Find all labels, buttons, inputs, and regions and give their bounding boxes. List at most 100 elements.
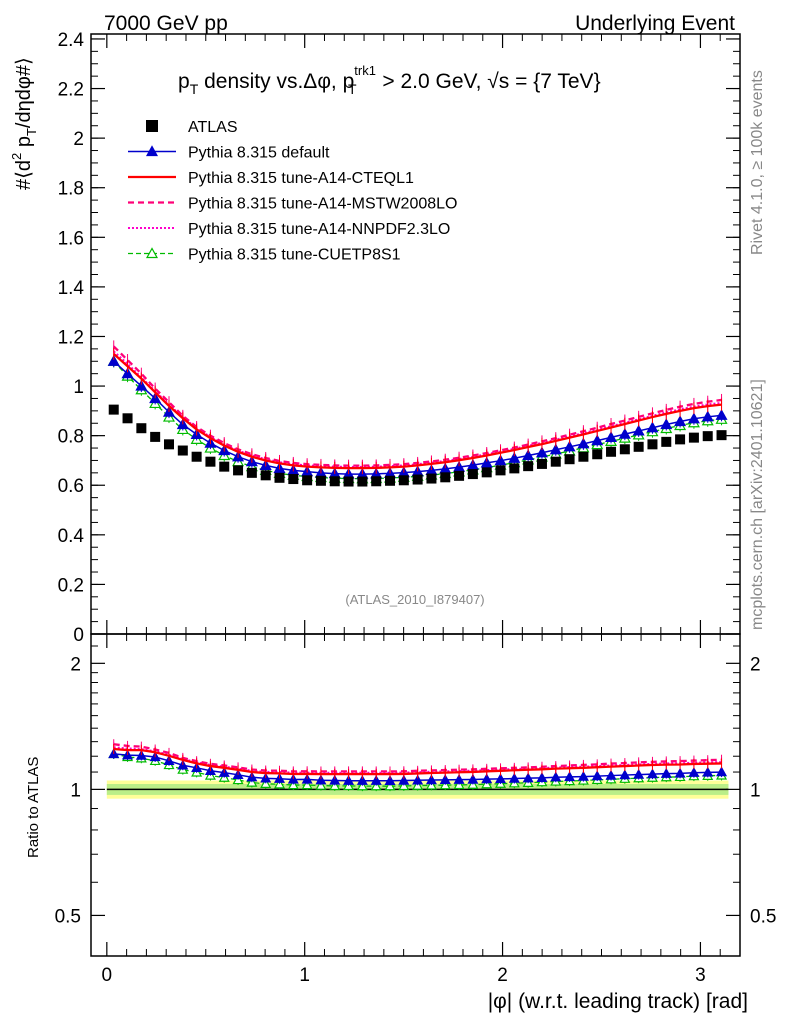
main-panel: 0 0.2 0.4 0.6 0.8 1 1.2 1.4 1.6 1.8 2 2.2 2.4 [58,30,741,956]
marker-atlas [315,475,326,486]
marker-atlas [619,444,630,455]
marker-default [618,427,631,439]
legend-label-cteql1: Pythia 8.315 tune-A14-CTEQL1 [188,170,414,187]
marker-atlas [163,439,174,450]
ratio-y-tick-label: 2 [70,654,81,675]
y-tick-label: 1.2 [58,327,84,348]
marker-default [591,434,604,446]
x-tick-label: 0 [102,965,113,986]
marker-atlas [412,474,423,485]
marker-atlas [177,445,188,456]
ratio-line-mstw [113,743,722,773]
marker-atlas [564,454,575,465]
rivet-version-label: Rivet 4.1.0, ≥ 100k events [749,70,766,255]
ratio-marker-default [522,772,534,783]
ratio-marker-cuetp8s1 [301,779,313,790]
ratio-marker-default [329,774,341,785]
marker-atlas [136,423,147,434]
series-atlas [108,404,727,487]
marker-atlas [647,439,658,450]
ratio-marker-default [495,773,507,784]
marker-atlas [274,472,285,483]
marker-atlas [219,461,230,472]
legend-marker-atlas [146,120,158,132]
x-tick-label: 3 [695,965,706,986]
marker-atlas [108,404,119,415]
y-tick-label: 0.4 [58,526,85,547]
y-tick-label: 0.2 [58,575,84,596]
marker-atlas [481,467,492,478]
marker-default [701,410,714,422]
marker-default [107,355,120,366]
marker-atlas [675,434,686,445]
ratio-marker-default [619,769,631,780]
ratio-marker-default [660,767,672,778]
ratio-marker-default [688,766,700,777]
ratio-y-axis-label: Ratio to ATLAS [25,757,42,858]
ratio-marker-default [536,772,548,783]
marker-default [674,415,687,427]
ratio-marker-default [453,773,465,784]
legend-label-nnpdf: Pythia 8.315 tune-A14-NNPDF2.3LO [188,221,450,238]
ratio-panel: 0.5 0.5 1 1 2 2 0 1 2 3 [55,34,776,986]
ratio-marker-default [384,775,396,785]
marker-atlas [633,441,644,452]
marker-atlas [592,449,603,460]
ratio-marker-default [550,771,562,782]
ratio-y-tick-label-right: 0.5 [750,906,776,927]
ratio-marker-default [577,770,589,781]
marker-default [480,456,493,468]
marker-atlas [260,470,271,481]
marker-atlas [578,451,589,462]
ratio-marker-default [315,774,327,785]
series-line-cteql1 [112,352,722,470]
marker-atlas [495,465,506,476]
marker-atlas [716,430,727,441]
ratio-marker-default [343,774,355,785]
marker-atlas [661,436,672,447]
marker-atlas [246,467,257,478]
marker-default [121,367,134,379]
ratio-marker-default [398,774,410,785]
marker-atlas [288,474,299,485]
ratio-marker-cuetp8s1 [287,779,299,790]
ratio-marker-default [508,772,520,783]
marker-default [494,454,507,466]
header-left-label: 7000 GeV pp [104,12,228,35]
legend-label-cuetp8s1: Pythia 8.315 tune-CUETP8S1 [188,247,401,264]
marker-default [508,451,521,463]
legend-label-default: Pythia 8.315 default [188,145,330,162]
marker-atlas [398,475,409,486]
marker-default [563,440,576,452]
ratio-marker-default [301,773,313,784]
marker-atlas [440,472,451,483]
marker-atlas [509,463,520,474]
marker-default [660,418,673,430]
marker-atlas [536,458,547,469]
marker-atlas [606,446,617,457]
ratio-marker-default [702,766,714,777]
x-tick-label: 2 [497,965,508,986]
y-tick-label: 2.4 [58,30,85,51]
y-tick-label: 1.8 [58,179,84,200]
y-tick-label: 2 [73,129,84,150]
ratio-y-tick-label-right: 2 [750,654,761,675]
ratio-marker-default [646,768,658,779]
ratio-frame [90,633,741,957]
chart-title: pT density vs.Δφ, ptrk1 T > 2.0 GeV, √s =… [178,63,601,97]
y-tick-label: 0.8 [58,427,84,448]
marker-default [687,412,700,424]
legend: ATLAS Pythia 8.315 default Pythia 8.315 tu… [128,119,457,264]
marker-default [605,431,618,442]
marker-atlas [371,476,382,487]
marker-atlas [205,456,216,467]
y-tick-label: 2.2 [58,80,84,101]
header-right-label: Underlying Event [575,12,735,35]
marker-atlas [523,461,534,472]
marker-default [577,437,590,449]
marker-atlas [467,469,478,480]
ratio-y-tick-label: 0.5 [55,906,81,927]
ratio-y-tick-label: 1 [70,780,81,801]
y-tick-label: 0 [73,625,84,646]
